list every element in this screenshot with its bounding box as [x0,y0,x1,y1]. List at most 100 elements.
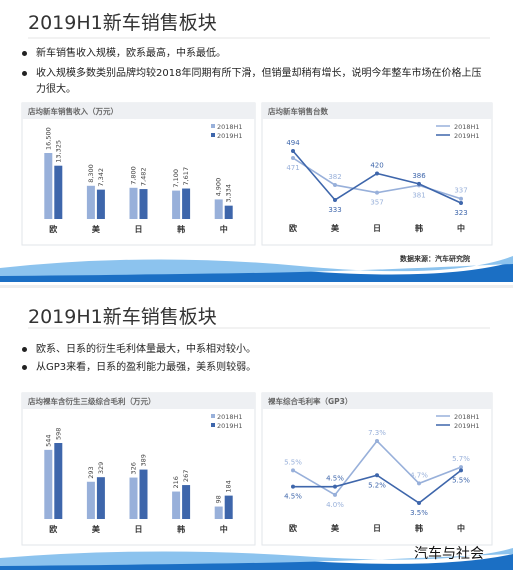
value-label: 98 [215,495,223,503]
value-label: 7,100 [172,169,180,188]
bar [54,165,63,219]
x-tick-label: 韩 [415,223,423,233]
value-label: 5.5% [284,458,302,466]
point [375,190,379,195]
bar [139,469,148,519]
value-label: 4,900 [215,178,223,197]
x-tick-label: 美 [331,223,340,233]
value-label: 329 [97,462,105,474]
legend-swatch [211,423,215,427]
value-label: 5.7% [452,455,470,463]
bar [54,443,63,519]
value-label: 386 [412,172,426,180]
value-label: 267 [182,470,190,482]
chart-title: 店均新车销售台数 [268,106,328,116]
bar [96,189,105,219]
x-tick-label: 韩 [177,524,185,534]
value-label: 4.5% [284,493,302,501]
point [291,468,295,473]
x-tick-label: 中 [457,223,465,233]
point [333,197,337,202]
x-tick-label: 日 [135,525,143,534]
chart-title: 裸车综合毛利率（GP3） [268,396,352,406]
bar [224,205,233,219]
value-label: 420 [370,162,383,170]
bar [139,189,148,219]
value-label: 293 [87,466,95,478]
x-tick-label: 韩 [415,523,423,533]
point [333,492,337,497]
legend-label: 2018H1 [454,413,480,421]
point [375,439,379,443]
legend-label: 2019H1 [454,422,480,430]
x-tick-label: 美 [92,524,101,534]
point [417,181,421,186]
x-tick-label: 欧 [49,224,57,234]
value-label: 5.5% [452,476,470,484]
value-label: 184 [225,480,233,492]
bar [86,481,95,519]
legend-label: 2019H1 [217,132,243,140]
value-label: 337 [454,187,467,195]
bar [129,187,138,219]
wave [0,548,513,566]
value-label: 216 [172,476,180,488]
legend-swatch [211,124,215,128]
source: 数据来源：汽车研究院 [400,255,470,263]
value-label: 3,334 [225,184,233,203]
x-tick-label: 中 [220,524,228,534]
value-label: 7,800 [130,166,138,185]
point [375,171,379,176]
value-label: 326 [130,462,138,474]
value-label: 7,617 [182,167,190,186]
chart-title: 店均新车销售收入（万元） [28,106,118,116]
x-tick-label: 日 [373,524,381,533]
value-label: 544 [44,434,52,446]
bar [86,185,95,219]
bullet: 新车销售收入规模，欧系最高，中系最低。 [22,46,488,62]
panel-header [262,103,492,119]
value-label: 13,325 [54,140,62,163]
x-tick-label: 中 [220,224,228,234]
panel [261,102,493,246]
legend-label: 2018H1 [217,413,243,421]
slide-title: 2019H1新车销售板块 [28,12,217,34]
legend-swatch [211,133,215,137]
legend-label: 2018H1 [454,123,480,131]
point [291,155,295,160]
x-tick-label: 美 [92,224,101,234]
value-label: 382 [328,173,341,181]
point [459,196,463,201]
value-label: 333 [328,206,341,214]
value-label: 8,300 [87,164,95,183]
bullet: 欧系、日系的衍生毛利体量最大，中系相对较小。 [22,342,488,358]
legend-label: 2019H1 [454,132,480,140]
point [459,468,463,473]
value-label: 7,342 [97,168,105,187]
bar [214,199,223,219]
point [291,484,295,489]
legend-label: 2018H1 [217,123,243,131]
bar [172,190,181,219]
x-tick-label: 美 [331,523,340,533]
bullet: 收入规模多数类别品牌均较2018年同期有所下滑，但销量却稍有增长，说明今年整车市… [22,66,488,98]
bar [214,506,223,519]
value-label: 7,482 [140,167,148,186]
value-label: 598 [54,428,62,440]
point [375,473,379,478]
bar [172,491,181,519]
legend-swatch [211,414,215,418]
value-label: 389 [140,454,148,466]
bar [224,495,233,519]
bar [129,477,138,519]
x-tick-label: 日 [373,224,381,233]
value-label: 381 [412,191,425,199]
value-label: 7.3% [368,429,386,437]
panel [261,392,493,546]
bullet: 从GP3来看，日系的盈利能力最强，美系则较弱。 [22,360,488,376]
x-tick-label: 中 [457,523,465,533]
value-label: 357 [370,199,383,207]
x-tick-label: 欧 [289,223,297,233]
wave [0,256,513,276]
